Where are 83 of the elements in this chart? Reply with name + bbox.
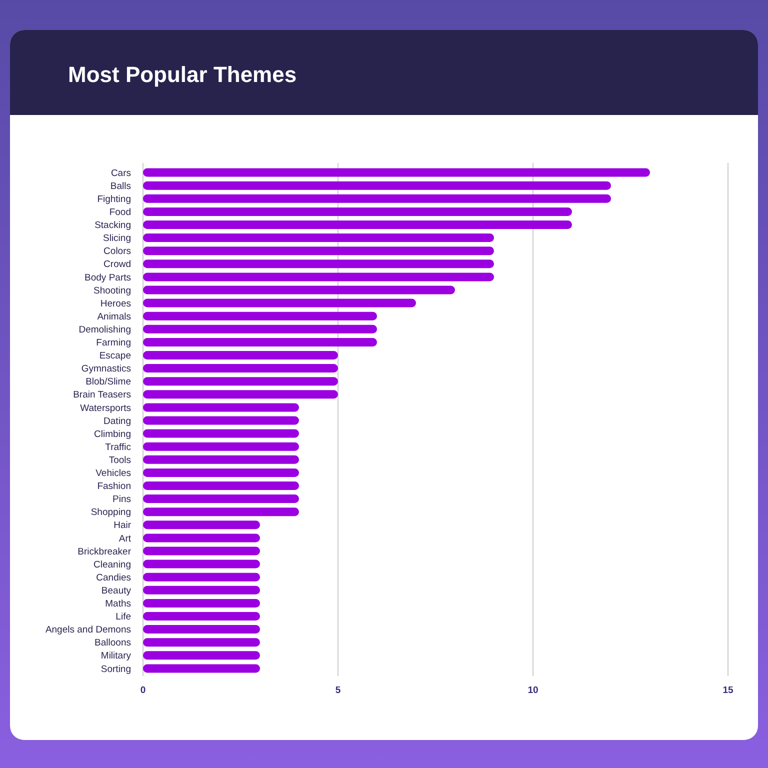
- bar: [143, 298, 416, 308]
- y-tick-label: Vehicles: [96, 468, 132, 480]
- y-tick-label: Traffic: [105, 442, 132, 453]
- bar: [143, 664, 260, 673]
- y-tick-label: Art: [118, 533, 132, 544]
- bar: [143, 207, 572, 216]
- x-tick-label: 15: [722, 685, 734, 696]
- y-tick-label: Shopping: [90, 507, 131, 518]
- y-tick-label: Animals: [97, 311, 132, 322]
- y-tick-label: Body Parts: [84, 272, 132, 284]
- y-tick-label: Angels and Demons: [45, 624, 132, 636]
- bar: [143, 442, 299, 451]
- y-tick-label: Hair: [114, 520, 131, 532]
- bar: [143, 312, 377, 320]
- bar: [143, 572, 260, 582]
- x-tick-label: 10: [528, 685, 538, 696]
- bar: [143, 390, 338, 399]
- bar: [143, 534, 260, 542]
- bar: [143, 482, 299, 490]
- y-tick-label: Life: [116, 612, 131, 623]
- bar: [143, 181, 611, 190]
- x-tick-label: 0: [140, 685, 146, 696]
- y-tick-label: Gymnastics: [81, 364, 132, 375]
- y-tick-label: Tools: [108, 454, 132, 466]
- y-tick-label: Brain Teasers: [73, 390, 132, 401]
- bar: [143, 246, 494, 256]
- bar: [143, 494, 299, 504]
- bar: [143, 168, 650, 177]
- bar: [143, 260, 494, 268]
- bar: [143, 403, 299, 412]
- bar: [143, 455, 299, 464]
- y-tick-label: Stacking: [94, 220, 131, 232]
- y-tick-label: Military: [100, 650, 132, 662]
- y-tick-label: Cleaning: [94, 559, 131, 570]
- bar: [143, 560, 260, 568]
- bar: [143, 364, 338, 373]
- bar: [143, 234, 494, 242]
- y-tick-label: Fashion: [97, 481, 131, 492]
- y-tick-label: Slicing: [103, 233, 131, 244]
- y-tick-label: Crowd: [104, 259, 131, 270]
- bar: [143, 429, 299, 438]
- bar: [143, 324, 377, 334]
- y-tick-label: Dating: [104, 416, 131, 427]
- y-tick-label: Candies: [96, 572, 132, 584]
- y-tick-label: Climbing: [94, 428, 131, 440]
- bar: [143, 338, 377, 346]
- y-tick-label: Farming: [96, 338, 131, 349]
- bar: [143, 612, 260, 620]
- y-tick-label: Shooting: [93, 285, 131, 296]
- bar: [143, 508, 299, 516]
- bar: [143, 377, 338, 386]
- bar: [143, 286, 455, 294]
- y-tick-label: Food: [109, 207, 131, 218]
- y-tick-label: Demolishing: [78, 324, 131, 336]
- bar: [143, 220, 572, 229]
- bar: [143, 651, 260, 660]
- y-tick-label: Beauty: [101, 585, 132, 596]
- y-tick-label: Pins: [112, 494, 132, 506]
- chart-title: Most Popular Themes: [68, 62, 297, 87]
- bar: [143, 272, 494, 282]
- y-tick-label: Fighting: [97, 194, 131, 205]
- y-tick-label: Balloons: [94, 638, 132, 649]
- bar: [143, 468, 299, 477]
- bar: [143, 598, 260, 608]
- y-tick-label: Maths: [105, 598, 132, 610]
- y-tick-label: Blob/Slime: [86, 376, 131, 388]
- bar: [143, 638, 260, 647]
- y-tick-label: Escape: [99, 350, 131, 362]
- y-tick-label: Brickbreaker: [78, 546, 131, 558]
- y-tick-label: Colors: [104, 246, 132, 258]
- bar: [143, 520, 260, 530]
- bar: [143, 194, 611, 203]
- y-tick-label: Balls: [110, 180, 132, 192]
- bar: [143, 546, 260, 556]
- bar: [143, 351, 338, 360]
- bar: [143, 625, 260, 634]
- y-tick-label: Heroes: [100, 298, 132, 310]
- y-tick-label: Watersports: [80, 402, 132, 414]
- bar: [143, 416, 299, 425]
- y-tick-label: Cars: [110, 168, 132, 179]
- y-tick-label: Sorting: [100, 664, 131, 675]
- x-tick-label: 5: [335, 685, 342, 696]
- bar: [143, 586, 260, 594]
